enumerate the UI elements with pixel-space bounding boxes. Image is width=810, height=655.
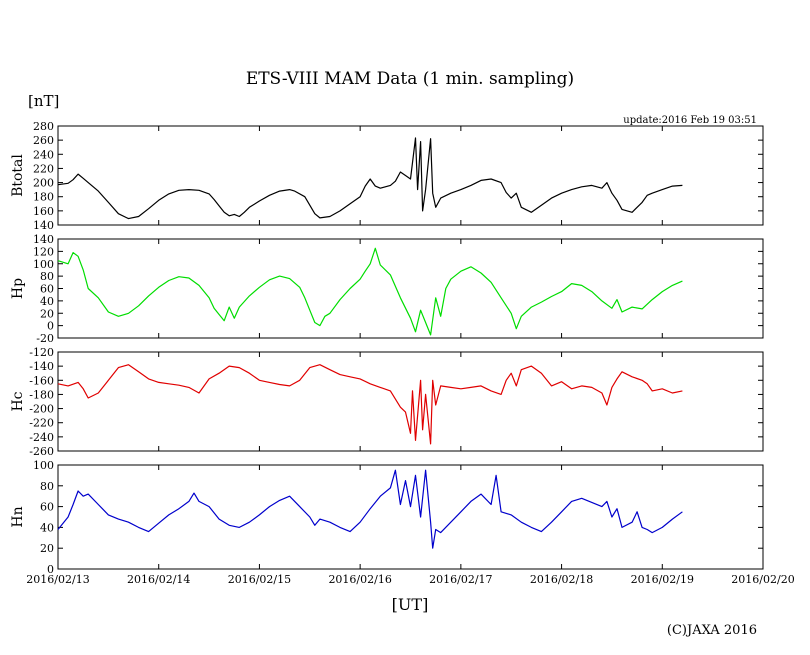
panel-frame xyxy=(57,464,764,570)
x-tick-label: 2016/02/19 xyxy=(631,573,694,586)
y-tick-label: 200 xyxy=(33,177,54,190)
y-tick-label: 80 xyxy=(40,480,54,493)
y-tick-label: 160 xyxy=(33,205,54,218)
y-tick-label: 0 xyxy=(47,563,54,576)
y-tick-label: -220 xyxy=(29,417,54,430)
y-tick-label: -260 xyxy=(29,445,54,458)
x-tick-label: 2016/02/17 xyxy=(429,573,492,586)
y-tick-label: -120 xyxy=(29,346,54,359)
x-tick-label: 2016/02/18 xyxy=(530,573,593,586)
y-tick-label: -160 xyxy=(29,374,54,387)
y-tick-label: 220 xyxy=(33,162,54,175)
series-line-btotal xyxy=(57,137,683,220)
panel-frame xyxy=(57,125,764,226)
x-tick-label: 2016/02/15 xyxy=(228,573,291,586)
panel-frame xyxy=(57,351,764,452)
y-tick-label: 180 xyxy=(33,191,54,204)
y-tick-label: -200 xyxy=(29,403,54,416)
series-line-hn xyxy=(57,469,683,549)
y-tick-label: -180 xyxy=(29,388,54,401)
series-line-hp xyxy=(57,247,683,336)
y-tick-label: 100 xyxy=(33,459,54,472)
y-tick-label: 60 xyxy=(40,283,54,296)
y-axis-label: Hc xyxy=(10,391,26,411)
y-tick-label: 40 xyxy=(40,521,54,534)
y-tick-label: 0 xyxy=(47,320,54,333)
x-tick-label: 2016/02/16 xyxy=(328,573,391,586)
y-axis-label: Btotal xyxy=(10,154,26,197)
unit-label: [nT] xyxy=(28,92,59,110)
y-tick-label: 140 xyxy=(33,233,54,246)
y-tick-label: 120 xyxy=(33,245,54,258)
series-line-hc xyxy=(57,364,683,445)
y-tick-label: -20 xyxy=(36,332,54,345)
x-tick-label: 2016/02/20 xyxy=(731,573,794,586)
copyright-text: (C)JAXA 2016 xyxy=(667,623,757,638)
y-tick-label: 20 xyxy=(40,307,54,320)
panel-hn: 0 20 40 60 80 100 Hn xyxy=(10,459,764,576)
panel-hc: -260-240-220-200 -180-160-140-120 Hc xyxy=(10,346,764,458)
y-tick-label: 140 xyxy=(33,219,54,232)
x-axis-ticks: 2016/02/13 2016/02/14 2016/02/15 2016/02/16… xyxy=(26,573,794,586)
y-tick-label: 240 xyxy=(33,148,54,161)
x-tick-label: 2016/02/14 xyxy=(127,573,190,586)
y-tick-label: -140 xyxy=(29,360,54,373)
y-tick-label: 100 xyxy=(33,258,54,271)
y-tick-label: 40 xyxy=(40,295,54,308)
y-tick-label: 80 xyxy=(40,270,54,283)
y-tick-label: 280 xyxy=(33,120,54,133)
y-axis-label: Hn xyxy=(10,506,26,527)
y-tick-label: -240 xyxy=(29,431,54,444)
panel-frame xyxy=(57,238,764,339)
y-tick-label: 60 xyxy=(40,501,54,514)
chart-title: ETS-VIII MAM Data (1 min. sampling) xyxy=(246,69,574,89)
y-tick-label: 20 xyxy=(40,542,54,555)
y-axis-label: Hp xyxy=(10,278,26,299)
panels-group: 140160180200220240260280Btotal-200204060… xyxy=(10,120,764,576)
x-tick-label: 2016/02/13 xyxy=(26,573,89,586)
y-tick-label: 260 xyxy=(33,134,54,147)
update-text: update:2016 Feb 19 03:51 xyxy=(623,115,757,126)
x-axis-label: [UT] xyxy=(392,595,429,614)
